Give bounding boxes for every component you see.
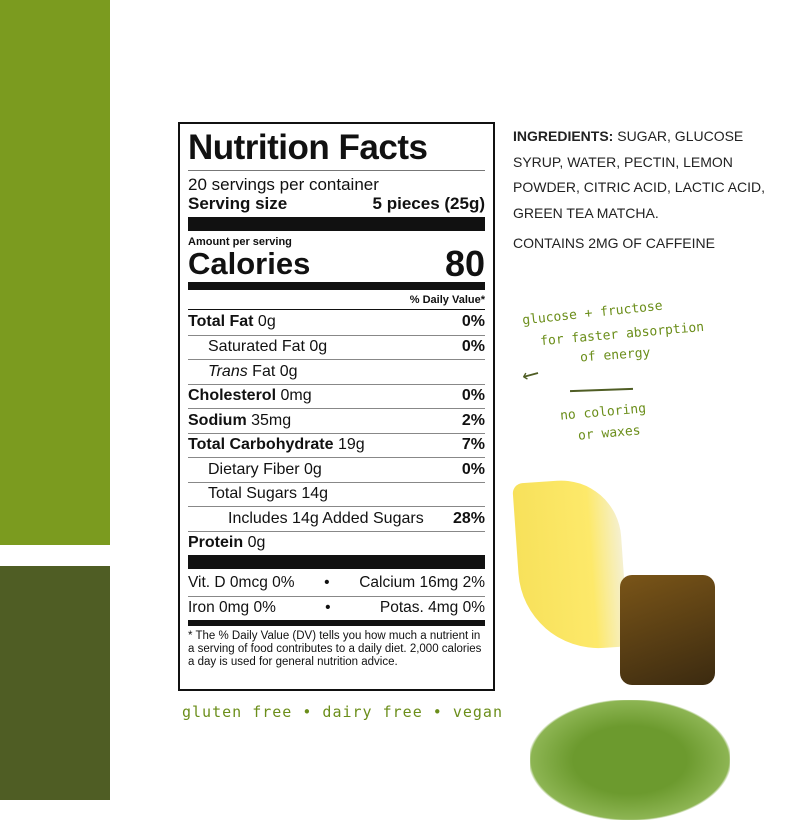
calcium: Calcium 16mg 2%: [359, 574, 485, 592]
nutrient-name: Saturated Fat 0g: [188, 338, 327, 356]
nutrient-name: Protein 0g: [188, 534, 265, 552]
nutrient-label: Total Sugars 14g: [208, 485, 329, 503]
gummy-image: [620, 575, 715, 685]
arrow-left-icon: ⟵: [520, 360, 541, 389]
nutrient-name: Trans Fat 0g: [188, 363, 298, 381]
bullet: •: [324, 574, 330, 592]
ingredients-column: INGREDIENTS: SUGAR, GLUCOSE SYRUP, WATER…: [513, 124, 793, 252]
nutrient-dv: 7%: [461, 436, 485, 454]
vitamin-d: Vit. D 0mcg 0%: [188, 574, 295, 592]
nutrient-label: Protein: [188, 534, 244, 552]
note-line3: of energy: [579, 345, 651, 366]
nutrient-name: Total Sugars 14g: [188, 485, 328, 503]
divider: [188, 282, 485, 290]
nutrient-amount: 35mg: [246, 411, 292, 429]
nutrient-amount: 19g: [333, 436, 365, 454]
olive-bar-bottom: [0, 566, 110, 800]
nutrient-name: Total Carbohydrate 19g: [188, 436, 365, 454]
serving-size-value: 5 pieces (25g): [372, 194, 485, 213]
green-bar-top: [0, 0, 110, 545]
ingredients-label: INGREDIENTS:: [513, 128, 614, 144]
nutrient-name: Sodium 35mg: [188, 412, 291, 430]
nutrient-dv: 0%: [461, 338, 485, 356]
underline: [569, 387, 634, 393]
bullet: •: [325, 599, 331, 617]
nutrient-dv: 28%: [452, 509, 485, 527]
nutrient-amount: 0g: [253, 313, 276, 331]
nutrient-row: Saturated Fat 0g 0%: [188, 334, 485, 360]
footnote: * The % Daily Value (DV) tells you how m…: [188, 630, 482, 668]
caffeine-note: CONTAINS 2MG OF CAFFEINE: [513, 235, 715, 251]
calories-value: 80: [444, 243, 485, 284]
ingredients: INGREDIENTS: SUGAR, GLUCOSE SYRUP, WATER…: [513, 124, 793, 226]
nutrient-label: Trans: [208, 362, 248, 380]
nutrition-facts-label: Nutrition Facts 20 servings per containe…: [178, 122, 495, 691]
note-line2: for faster absorption: [539, 319, 705, 350]
nutrient-label: Includes 14g Added Sugars: [228, 509, 424, 527]
lemon-slice-image: [512, 476, 629, 654]
nutrient-dv: 2%: [461, 411, 485, 429]
nutrient-name: Total Fat 0g: [188, 313, 276, 331]
matcha-powder-image: [530, 700, 730, 820]
nutrient-row: Total Sugars 14g: [188, 481, 485, 507]
nutrient-name: Dietary Fiber 0g: [188, 461, 322, 479]
nutrient-row: Total Carbohydrate 19g 7%: [188, 432, 485, 458]
nutrient-row: Includes 14g Added Sugars 28%: [188, 506, 485, 531]
divider: [188, 217, 485, 231]
note-no-coloring: no coloring: [559, 401, 647, 424]
servings-per-container: 20 servings per container: [188, 175, 379, 194]
calories-label: Calories: [188, 246, 311, 281]
amount-per-serving: Amount per serving: [188, 236, 292, 248]
nutrient-row: Protein 0g: [188, 530, 485, 556]
potassium: Potas. 4mg 0%: [379, 599, 485, 617]
label-title: Nutrition Facts: [188, 128, 428, 167]
note-line1: glucose + fructose: [521, 298, 664, 329]
nutrient-label: Saturated Fat 0g: [208, 338, 328, 356]
nutrient-name: Cholesterol 0mg: [188, 387, 312, 405]
nutrient-row: Dietary Fiber 0g 0%: [188, 457, 485, 482]
nutrient-dv: 0%: [461, 460, 485, 478]
nutrient-label: Total Fat: [188, 313, 254, 331]
iron: Iron 0mg 0%: [188, 599, 276, 617]
nutrient-label: Dietary Fiber 0g: [208, 460, 322, 478]
nutrient-label: Sodium: [188, 411, 247, 429]
nutrient-row: Trans Fat 0g: [188, 359, 485, 384]
nutrient-amount: Fat 0g: [247, 362, 298, 380]
nutrient-amount: 0mg: [276, 387, 312, 405]
daily-value-header: % Daily Value*: [409, 294, 485, 306]
divider: [188, 555, 485, 569]
nutrient-label: Cholesterol: [188, 387, 277, 405]
nutrient-row: Cholesterol 0mg 0%: [188, 383, 485, 409]
nutrient-row: Total Fat 0g 0%: [188, 310, 485, 335]
nutrient-name: Includes 14g Added Sugars: [188, 510, 424, 528]
dietary-claims: gluten free • dairy free • vegan: [182, 703, 503, 721]
serving-size-label: Serving size: [188, 194, 288, 213]
nutrient-row: Sodium 35mg 2%: [188, 408, 485, 433]
ingredients-text: SUGAR, GLUCOSE SYRUP, WATER, PECTIN, LEM…: [513, 128, 766, 221]
nutrient-dv: 0%: [461, 313, 485, 331]
nutrient-dv: 0%: [461, 387, 485, 405]
note-or-waxes: or waxes: [577, 423, 642, 444]
divider: [188, 620, 485, 626]
nutrient-amount: 0g: [243, 534, 266, 552]
nutrient-label: Total Carbohydrate: [188, 436, 334, 454]
